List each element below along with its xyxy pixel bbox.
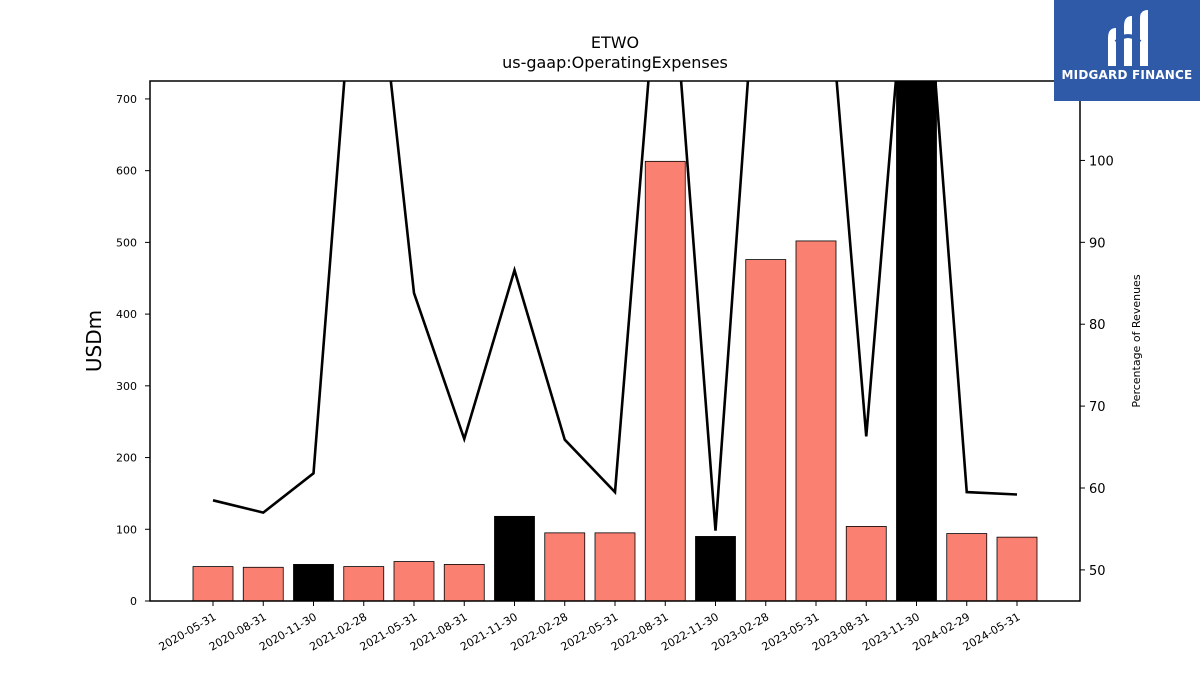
y2-axis-label: Percentage of Revenues <box>1130 274 1143 407</box>
bar-2023-02-28 <box>745 259 787 601</box>
bar-2020-05-31 <box>192 566 234 601</box>
y-tick-label: 300 <box>116 380 137 393</box>
y-tick-label: 400 <box>116 308 137 321</box>
x-tick-label: 2024-05-31 <box>961 610 1023 653</box>
y-axis: 0 100 200 300 400 500 600 700 <box>116 93 150 608</box>
y-tick-label: 100 <box>116 523 137 536</box>
y2-axis: 50 60 70 80 90 100 <box>1080 154 1114 579</box>
logo: MIDGARD FINANCE <box>1054 0 1200 101</box>
bar-2021-05-31 <box>393 561 435 601</box>
chart-subtitle: us-gaap:OperatingExpenses <box>502 53 728 72</box>
percentage-line <box>212 81 1018 531</box>
y2-tick-label: 90 <box>1089 236 1106 251</box>
bar-2022-05-31 <box>594 532 636 601</box>
bar-2021-02-28 <box>343 566 385 601</box>
bar-2022-11-30 <box>695 536 736 601</box>
bar-2024-05-31 <box>996 536 1038 601</box>
y2-tick-label: 60 <box>1089 482 1106 497</box>
y-axis-label: USDm <box>82 310 106 372</box>
y-tick-label: 700 <box>116 93 137 106</box>
y2-tick-label: 70 <box>1089 400 1106 415</box>
bar-2024-02-29 <box>946 533 988 601</box>
bar-2020-08-31 <box>242 566 284 601</box>
chart-title: ETWO <box>591 33 639 52</box>
y-tick-label: 0 <box>130 595 137 608</box>
logo-text: MIDGARD FINANCE <box>1061 68 1193 82</box>
y2-tick-label: 100 <box>1089 154 1114 169</box>
bar-2023-05-31 <box>795 240 837 601</box>
bar-2023-08-31 <box>845 526 887 601</box>
bar-2021-08-31 <box>443 564 485 601</box>
y-tick-label: 600 <box>116 165 137 178</box>
x-axis: 2020-05-312020-08-312020-11-302021-02-28… <box>157 601 1023 654</box>
bars <box>192 81 1038 601</box>
y-tick-label: 200 <box>116 452 137 465</box>
bar-2021-11-30 <box>494 515 535 601</box>
line-series <box>212 81 1018 531</box>
y2-tick-label: 50 <box>1089 564 1106 579</box>
bar-2023-11-30 <box>896 81 937 601</box>
y-tick-label: 500 <box>116 236 137 249</box>
bar-2022-08-31 <box>644 160 686 601</box>
logo-mark-icon <box>1108 10 1148 66</box>
bar-2022-02-28 <box>544 532 586 601</box>
y2-tick-label: 80 <box>1089 318 1106 333</box>
bar-2020-11-30 <box>293 564 334 601</box>
